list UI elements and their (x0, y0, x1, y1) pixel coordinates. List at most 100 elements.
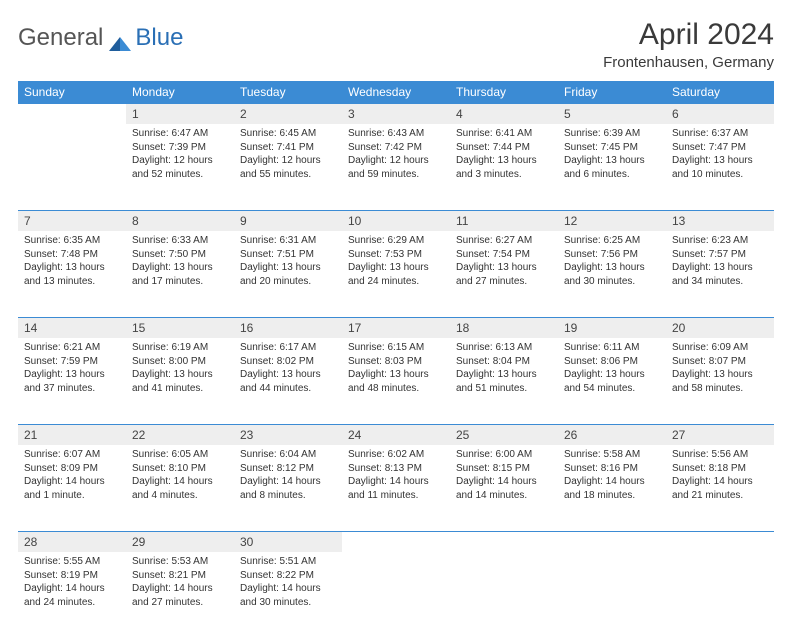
day-ss: Sunset: 7:42 PM (348, 141, 444, 155)
day-ss: Sunset: 8:09 PM (24, 462, 120, 476)
day-details: Sunrise: 6:37 AMSunset: 7:47 PMDaylight:… (666, 124, 774, 187)
day-number: 25 (450, 424, 558, 445)
day-number: 23 (234, 424, 342, 445)
day-dl1: Daylight: 13 hours (672, 261, 768, 275)
day-dl1: Daylight: 14 hours (132, 582, 228, 596)
day-dl1: Daylight: 14 hours (132, 475, 228, 489)
day-number: 8 (126, 210, 234, 231)
day-number: 21 (18, 424, 126, 445)
day-dl2: and 58 minutes. (672, 382, 768, 396)
day-number: 14 (18, 317, 126, 338)
day-dl1: Daylight: 12 hours (348, 154, 444, 168)
weekday-header: Monday (126, 81, 234, 103)
day-dl1: Daylight: 14 hours (672, 475, 768, 489)
day-ss: Sunset: 7:59 PM (24, 355, 120, 369)
day-ss: Sunset: 8:16 PM (564, 462, 660, 476)
weekday-header: Tuesday (234, 81, 342, 103)
day-details: Sunrise: 6:43 AMSunset: 7:42 PMDaylight:… (342, 124, 450, 187)
day-number: 11 (450, 210, 558, 231)
day-dl2: and 24 minutes. (24, 596, 120, 610)
weekday-header: Sunday (18, 81, 126, 103)
day-details: Sunrise: 6:13 AMSunset: 8:04 PMDaylight:… (450, 338, 558, 401)
week-number-row: 14151617181920 (18, 317, 774, 338)
day-sr: Sunrise: 6:09 AM (672, 341, 768, 355)
week-body-row: Sunrise: 6:35 AMSunset: 7:48 PMDaylight:… (18, 231, 774, 317)
empty-day (450, 531, 558, 551)
day-dl1: Daylight: 12 hours (240, 154, 336, 168)
day-dl2: and 11 minutes. (348, 489, 444, 503)
day-sr: Sunrise: 6:43 AM (348, 127, 444, 141)
week-number-row: 21222324252627 (18, 424, 774, 445)
week-number-row: 282930 (18, 531, 774, 552)
day-number: 6 (666, 103, 774, 124)
day-ss: Sunset: 8:06 PM (564, 355, 660, 369)
day-dl1: Daylight: 14 hours (24, 475, 120, 489)
day-sr: Sunrise: 6:07 AM (24, 448, 120, 462)
day-number: 10 (342, 210, 450, 231)
day-dl1: Daylight: 13 hours (456, 154, 552, 168)
day-number: 24 (342, 424, 450, 445)
day-dl1: Daylight: 13 hours (456, 261, 552, 275)
day-number: 29 (126, 531, 234, 552)
day-dl2: and 30 minutes. (240, 596, 336, 610)
day-dl2: and 51 minutes. (456, 382, 552, 396)
day-dl2: and 17 minutes. (132, 275, 228, 289)
day-dl1: Daylight: 14 hours (456, 475, 552, 489)
day-details: Sunrise: 6:11 AMSunset: 8:06 PMDaylight:… (558, 338, 666, 401)
day-ss: Sunset: 8:18 PM (672, 462, 768, 476)
day-details: Sunrise: 6:39 AMSunset: 7:45 PMDaylight:… (558, 124, 666, 187)
day-dl2: and 21 minutes. (672, 489, 768, 503)
day-dl1: Daylight: 13 hours (564, 368, 660, 382)
day-number: 15 (126, 317, 234, 338)
empty-day (342, 531, 450, 551)
day-number: 5 (558, 103, 666, 124)
day-details: Sunrise: 6:19 AMSunset: 8:00 PMDaylight:… (126, 338, 234, 401)
day-ss: Sunset: 7:44 PM (456, 141, 552, 155)
header: General Blue April 2024 Frontenhausen, G… (18, 18, 774, 71)
day-details: Sunrise: 6:05 AMSunset: 8:10 PMDaylight:… (126, 445, 234, 508)
day-details: Sunrise: 5:55 AMSunset: 8:19 PMDaylight:… (18, 552, 126, 615)
day-ss: Sunset: 7:39 PM (132, 141, 228, 155)
empty-day (666, 531, 774, 551)
day-details: Sunrise: 6:15 AMSunset: 8:03 PMDaylight:… (342, 338, 450, 401)
day-ss: Sunset: 7:48 PM (24, 248, 120, 262)
day-dl2: and 27 minutes. (456, 275, 552, 289)
day-ss: Sunset: 7:54 PM (456, 248, 552, 262)
day-ss: Sunset: 8:21 PM (132, 569, 228, 583)
day-dl2: and 30 minutes. (564, 275, 660, 289)
day-dl2: and 48 minutes. (348, 382, 444, 396)
day-number: 30 (234, 531, 342, 552)
week-number-row: 123456 (18, 103, 774, 124)
day-sr: Sunrise: 6:31 AM (240, 234, 336, 248)
day-dl1: Daylight: 13 hours (672, 154, 768, 168)
day-dl2: and 37 minutes. (24, 382, 120, 396)
empty-day (558, 531, 666, 551)
day-number: 3 (342, 103, 450, 124)
day-dl2: and 4 minutes. (132, 489, 228, 503)
day-number: 20 (666, 317, 774, 338)
day-details: Sunrise: 6:27 AMSunset: 7:54 PMDaylight:… (450, 231, 558, 294)
day-dl1: Daylight: 14 hours (240, 582, 336, 596)
day-dl1: Daylight: 13 hours (564, 261, 660, 275)
day-number: 18 (450, 317, 558, 338)
day-sr: Sunrise: 6:00 AM (456, 448, 552, 462)
day-sr: Sunrise: 6:47 AM (132, 127, 228, 141)
day-details: Sunrise: 5:58 AMSunset: 8:16 PMDaylight:… (558, 445, 666, 508)
day-dl1: Daylight: 13 hours (348, 261, 444, 275)
day-ss: Sunset: 8:02 PM (240, 355, 336, 369)
week-body-row: Sunrise: 6:07 AMSunset: 8:09 PMDaylight:… (18, 445, 774, 531)
day-number: 17 (342, 317, 450, 338)
day-number: 2 (234, 103, 342, 124)
day-dl1: Daylight: 13 hours (24, 261, 120, 275)
day-dl1: Daylight: 13 hours (456, 368, 552, 382)
logo-mark-icon (109, 30, 131, 46)
weekday-header: Wednesday (342, 81, 450, 103)
week-number-row: 78910111213 (18, 210, 774, 231)
day-dl1: Daylight: 14 hours (24, 582, 120, 596)
day-ss: Sunset: 8:04 PM (456, 355, 552, 369)
day-details: Sunrise: 6:17 AMSunset: 8:02 PMDaylight:… (234, 338, 342, 401)
day-dl1: Daylight: 13 hours (564, 154, 660, 168)
day-dl2: and 59 minutes. (348, 168, 444, 182)
day-ss: Sunset: 8:07 PM (672, 355, 768, 369)
day-ss: Sunset: 8:03 PM (348, 355, 444, 369)
